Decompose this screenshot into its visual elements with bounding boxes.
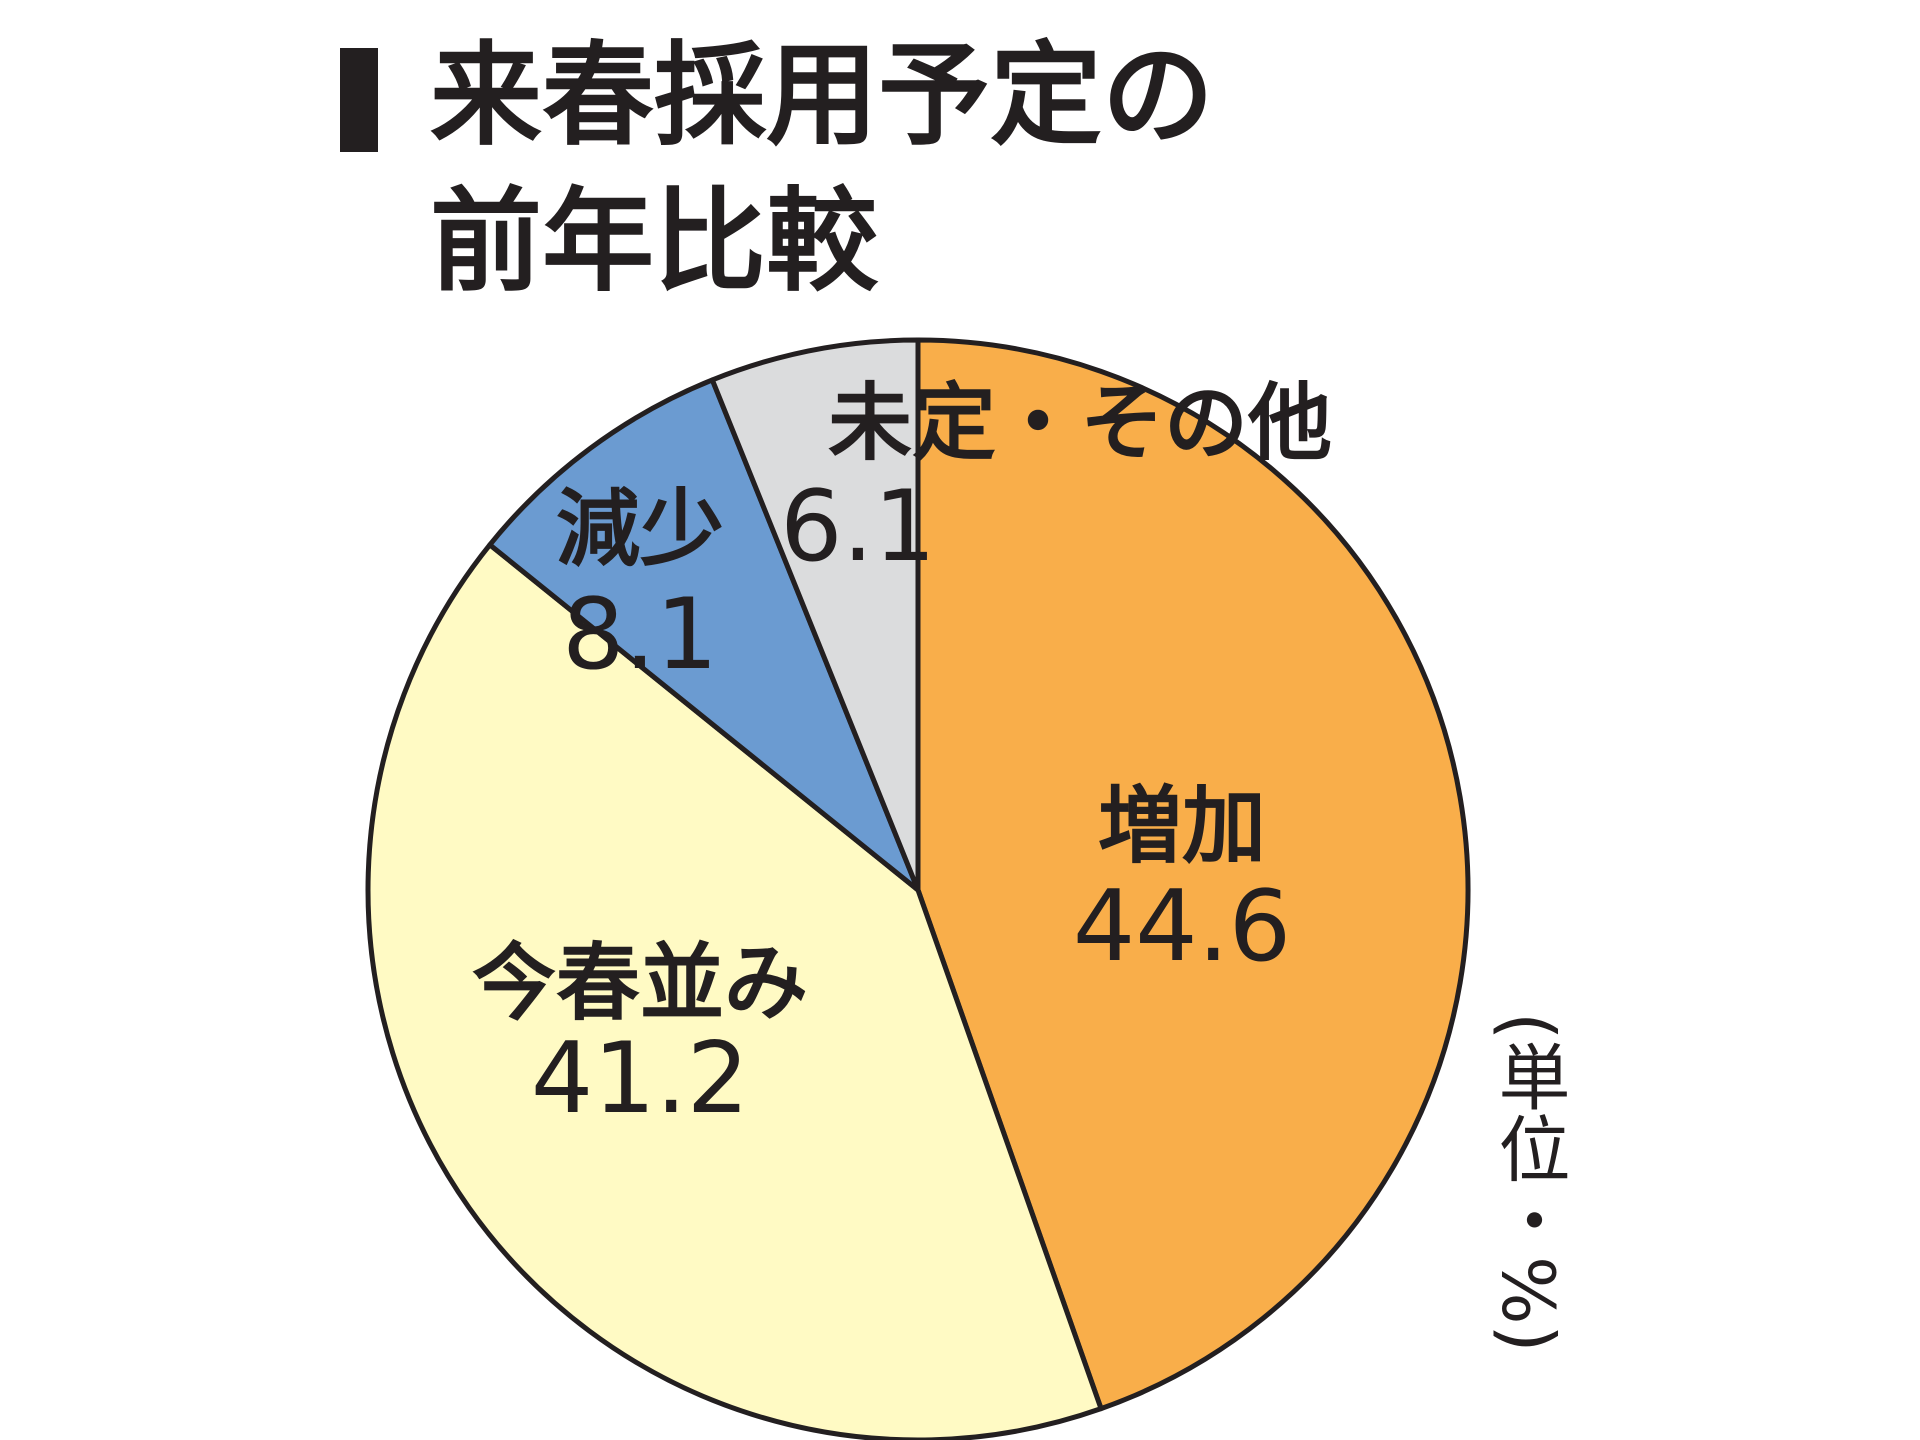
pie-slice-decrease (487, 377, 921, 893)
pie-slice-same (365, 542, 1104, 1440)
slice-value-increase: 44.6 (1073, 870, 1291, 984)
slice-label-same: 今春並み (472, 934, 808, 1032)
chart-title-line-1: 来春採用予定の (430, 31, 1214, 161)
slice-label-decrease: 減少 (556, 480, 724, 578)
pie-slice-undecided (709, 337, 921, 893)
unit-label: (単位・%) (1486, 1012, 1570, 1353)
slice-value-undecided: 6.1 (780, 470, 936, 584)
pie-slice-increase (915, 337, 1471, 1412)
chart-title-line-2: 前年比較 (430, 177, 878, 307)
slice-value-decrease: 8.1 (562, 578, 718, 692)
slice-value-same: 41.2 (531, 1022, 749, 1136)
slice-label-undecided: 未定・その他 (828, 374, 1332, 472)
slice-label-increase: 増加 (1098, 777, 1266, 875)
pie-slices (365, 337, 1471, 1440)
title-marker-bar (340, 48, 378, 152)
